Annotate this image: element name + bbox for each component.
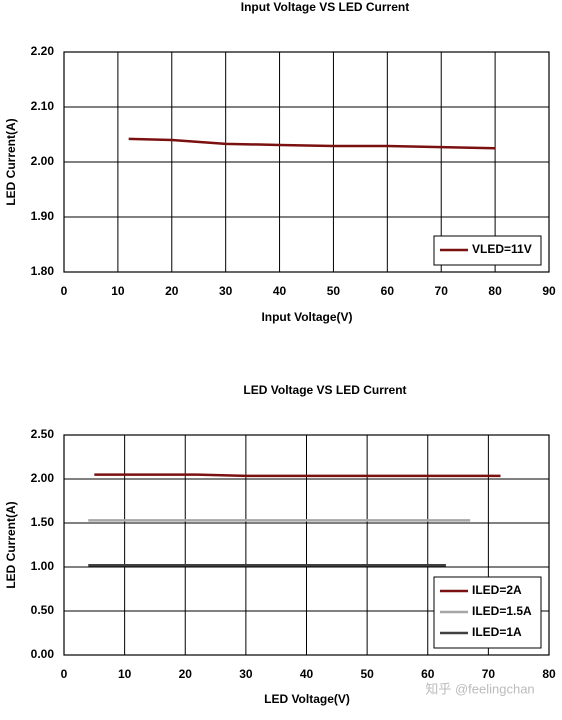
y-tick-label: 1.00 [31, 559, 55, 573]
x-tick-label: 0 [61, 284, 68, 298]
x-tick-label: 60 [381, 284, 395, 298]
x-tick-label: 80 [488, 284, 502, 298]
y-tick-label: 1.80 [31, 264, 55, 278]
y-axis-label: LED Current(A) [4, 501, 18, 588]
legend-label: VLED=11V [472, 242, 532, 256]
x-tick-label: 50 [327, 284, 341, 298]
x-tick-label: 80 [542, 667, 556, 681]
x-tick-label: 30 [219, 284, 233, 298]
x-tick-label: 20 [179, 667, 193, 681]
x-axis-label: Input Voltage(V) [261, 310, 352, 324]
y-tick-label: 2.20 [31, 44, 55, 58]
x-tick-label: 70 [482, 667, 496, 681]
x-tick-label: 0 [61, 667, 68, 681]
chart-title: Input Voltage VS LED Current [241, 0, 409, 14]
y-tick-label: 2.00 [31, 154, 55, 168]
y-tick-label: 1.90 [31, 209, 55, 223]
x-tick-label: 10 [118, 667, 132, 681]
plot-frame [63, 51, 550, 273]
chart-title: LED Voltage VS LED Current [243, 383, 406, 397]
x-tick-label: 10 [111, 284, 125, 298]
y-tick-label: 2.10 [31, 99, 55, 113]
y-tick-label: 0.50 [31, 603, 55, 617]
x-axis-label: LED Voltage(V) [264, 692, 350, 706]
legend-label: ILED=2A [472, 583, 522, 597]
x-tick-label: 20 [165, 284, 179, 298]
plot-frame [63, 434, 550, 656]
y-tick-label: 1.50 [31, 515, 55, 529]
watermark: 知乎 @feelingchan [425, 681, 534, 696]
y-tick-label: 0.00 [31, 647, 55, 661]
x-tick-label: 90 [542, 284, 556, 298]
legend-label: ILED=1.5A [472, 604, 532, 618]
y-axis-label: LED Current(A) [4, 118, 18, 205]
x-tick-label: 30 [239, 667, 253, 681]
line [128, 137, 496, 150]
legend-label: ILED=1A [472, 625, 522, 639]
x-tick-label: 40 [273, 284, 287, 298]
line [94, 473, 501, 478]
x-tick-label: 40 [300, 667, 314, 681]
y-tick-label: 2.00 [31, 471, 55, 485]
x-tick-label: 50 [360, 667, 374, 681]
x-tick-label: 70 [435, 284, 449, 298]
y-tick-label: 2.50 [31, 427, 55, 441]
x-tick-label: 60 [421, 667, 435, 681]
